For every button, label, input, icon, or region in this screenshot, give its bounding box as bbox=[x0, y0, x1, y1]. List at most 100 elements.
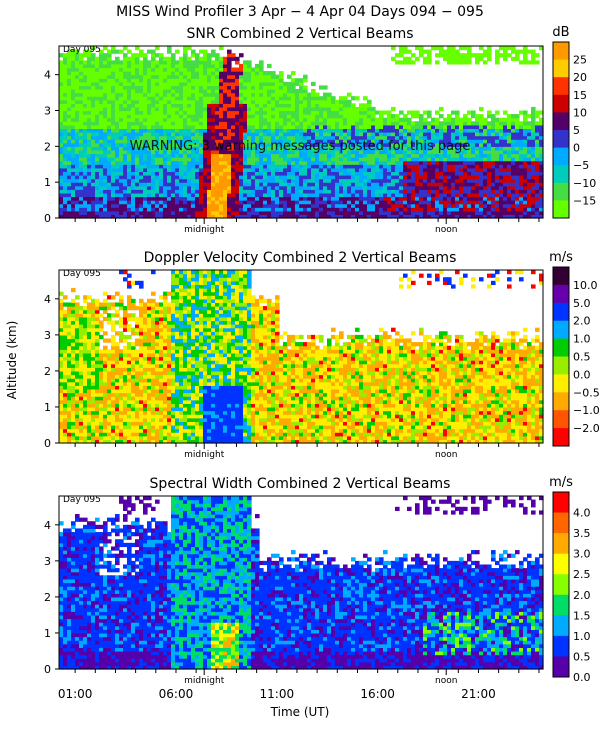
heatmap-cell bbox=[371, 171, 376, 176]
heatmap-cell bbox=[219, 157, 224, 162]
heatmap-cell bbox=[67, 196, 72, 201]
heatmap-cell bbox=[447, 164, 452, 169]
heatmap-cell bbox=[303, 203, 308, 208]
heatmap-cell bbox=[475, 146, 480, 151]
heatmap-cell bbox=[531, 182, 536, 187]
heatmap-cell bbox=[295, 171, 300, 176]
heatmap-cell bbox=[351, 175, 356, 180]
heatmap-cell bbox=[271, 74, 276, 79]
heatmap-cell bbox=[379, 146, 384, 151]
heatmap-cell bbox=[463, 185, 468, 190]
heatmap-cell bbox=[251, 67, 256, 72]
heatmap-cell bbox=[251, 178, 256, 183]
heatmap-cell bbox=[335, 157, 340, 162]
heatmap-cell bbox=[199, 63, 204, 69]
heatmap-cell bbox=[475, 128, 480, 133]
heatmap-cell bbox=[251, 153, 256, 158]
heatmap-cell bbox=[187, 56, 192, 61]
heatmap-cell bbox=[331, 149, 336, 155]
heatmap-cell bbox=[215, 81, 220, 87]
heatmap-cell bbox=[259, 192, 264, 198]
heatmap-cell bbox=[259, 96, 264, 101]
heatmap-cell bbox=[87, 106, 92, 112]
heatmap-cell bbox=[203, 178, 208, 183]
heatmap-cell bbox=[163, 56, 168, 61]
heatmap-cell bbox=[483, 182, 488, 187]
heatmap-cell bbox=[399, 164, 404, 169]
heatmap-cell bbox=[459, 53, 464, 58]
heatmap-cell bbox=[419, 124, 424, 130]
heatmap-cell bbox=[251, 96, 256, 101]
heatmap-cell bbox=[335, 149, 340, 155]
heatmap-cell bbox=[295, 89, 300, 94]
heatmap-cell bbox=[495, 171, 500, 176]
heatmap-cell bbox=[327, 157, 332, 162]
heatmap-cell bbox=[59, 135, 64, 140]
heatmap-cell bbox=[107, 124, 112, 130]
heatmap-cell bbox=[267, 203, 272, 208]
heatmap-cell bbox=[63, 149, 68, 155]
heatmap-cell bbox=[207, 106, 212, 112]
heatmap-cell bbox=[227, 124, 232, 130]
heatmap-cell bbox=[315, 103, 320, 108]
heatmap-cell bbox=[435, 171, 440, 176]
heatmap-cell bbox=[151, 142, 156, 147]
heatmap-cell bbox=[127, 92, 132, 97]
heatmap-cell bbox=[63, 210, 68, 216]
heatmap-cell bbox=[171, 157, 176, 162]
panel-1-title: SNR Combined 2 Vertical Beams bbox=[186, 26, 413, 42]
heatmap-cell bbox=[531, 124, 536, 130]
heatmap-cell bbox=[163, 167, 168, 173]
heatmap-cell bbox=[79, 428, 84, 433]
heatmap-cell bbox=[151, 153, 156, 158]
heatmap-cell bbox=[515, 124, 520, 130]
heatmap-cell bbox=[263, 178, 268, 183]
heatmap-cell bbox=[459, 203, 464, 208]
heatmap-cell bbox=[299, 89, 304, 94]
heatmap-cell bbox=[491, 214, 496, 219]
heatmap-cell bbox=[463, 153, 468, 158]
heatmap-cell bbox=[207, 85, 212, 90]
heatmap-cell bbox=[155, 74, 160, 79]
heatmap-cell bbox=[355, 192, 360, 198]
heatmap-cell bbox=[531, 153, 536, 158]
heatmap-cell bbox=[223, 110, 228, 115]
heatmap-cell bbox=[127, 135, 132, 140]
heatmap-cell bbox=[327, 153, 332, 158]
heatmap-cell bbox=[527, 153, 532, 158]
heatmap-cell bbox=[407, 175, 412, 180]
heatmap-cell bbox=[399, 207, 404, 212]
heatmap-cell bbox=[119, 196, 124, 201]
heatmap-cell bbox=[83, 114, 88, 119]
heatmap-cell bbox=[219, 92, 224, 97]
heatmap-cell bbox=[519, 135, 524, 140]
heatmap-cell bbox=[219, 167, 224, 173]
heatmap-cell bbox=[435, 200, 440, 205]
heatmap-cell bbox=[91, 214, 96, 219]
heatmap-cell bbox=[319, 117, 324, 122]
heatmap-cell bbox=[315, 139, 320, 144]
heatmap-cell bbox=[195, 175, 200, 180]
heatmap-cell bbox=[79, 153, 84, 158]
heatmap-cell bbox=[359, 210, 364, 216]
heatmap-cell bbox=[195, 189, 200, 194]
heatmap-cell bbox=[419, 53, 424, 58]
heatmap-cell bbox=[411, 178, 416, 183]
heatmap-cell bbox=[103, 114, 108, 119]
heatmap-cell bbox=[183, 178, 188, 183]
heatmap-cell bbox=[327, 207, 332, 212]
heatmap-cell bbox=[335, 132, 340, 137]
heatmap-cell bbox=[315, 214, 320, 219]
heatmap-cell bbox=[159, 110, 164, 115]
heatmap-cell bbox=[143, 117, 148, 122]
heatmap-cell bbox=[435, 210, 440, 216]
heatmap-cell bbox=[451, 157, 456, 162]
heatmap-cell bbox=[275, 164, 280, 169]
heatmap-cell bbox=[123, 182, 128, 187]
heatmap-cell bbox=[127, 96, 132, 101]
heatmap-cell bbox=[71, 53, 76, 58]
heatmap-cell bbox=[339, 117, 344, 122]
heatmap-cell bbox=[75, 414, 80, 419]
heatmap-cell bbox=[135, 132, 140, 137]
heatmap-cell bbox=[67, 207, 72, 212]
